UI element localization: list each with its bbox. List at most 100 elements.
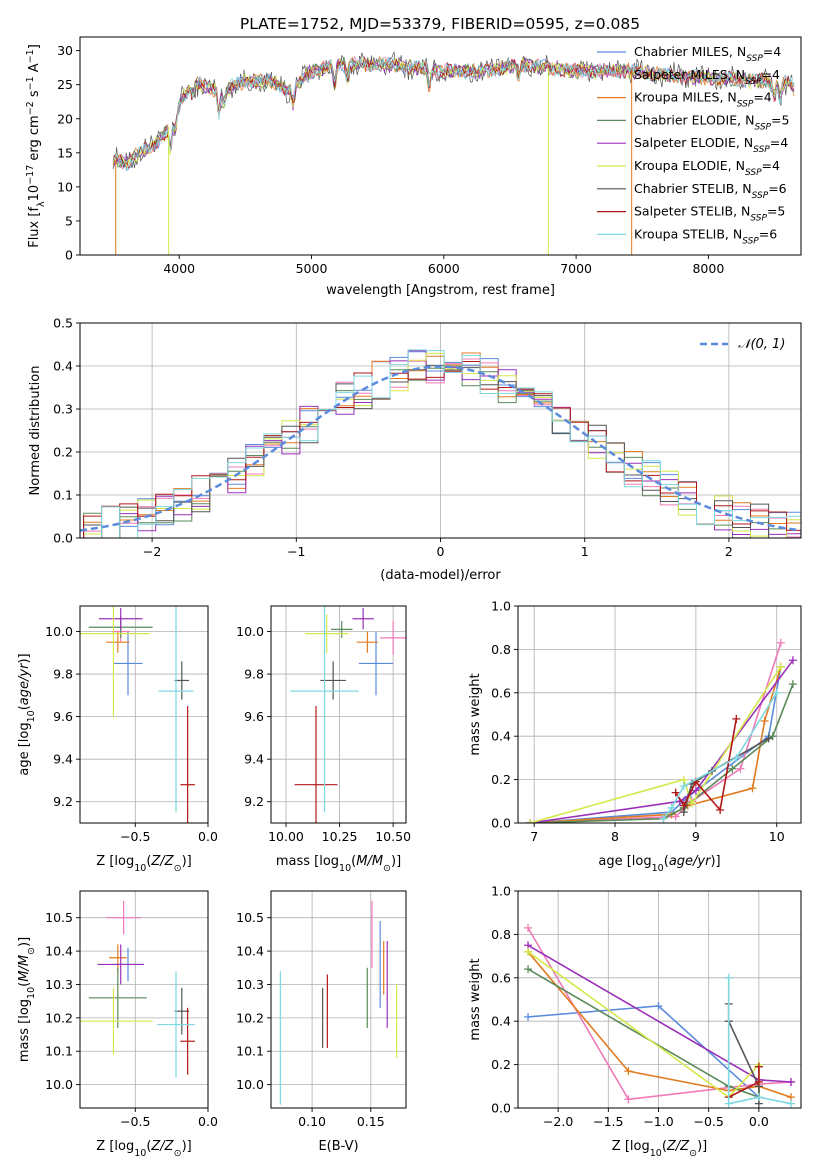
histogram-salpeter_elodie xyxy=(80,350,801,538)
weight-marker-salpeter_elodie xyxy=(788,656,797,665)
y-tick-label: 9.2 xyxy=(53,794,73,809)
y-axis-label: mass [log10(M/M⊙)] xyxy=(17,937,37,1062)
weight-marker-kroupa_miles xyxy=(624,1067,633,1076)
y-tick-label: 10.0 xyxy=(45,1077,73,1092)
legend-label: Chabrier STELIB, NSSP=6 xyxy=(634,181,787,201)
y-tick-label: 0.6 xyxy=(491,685,511,700)
x-tick-label: 0.15 xyxy=(357,1114,385,1129)
weight-line-kroupa_stelib xyxy=(727,977,792,1105)
x-axis-label: Z [log10(Z/Z⊙)] xyxy=(612,1139,707,1159)
legend-label: Kroupa ELODIE, NSSP=4 xyxy=(634,158,780,178)
y-tick-label: 0.5 xyxy=(53,316,73,331)
y-tick-label: 0.4 xyxy=(53,359,73,374)
axes-age_vs_mass: 10.00 10.25 10.50 9.2 9.4 9.6 9.8 10.0 mass [log… xyxy=(236,605,411,874)
spectrum-line-kroupa_stelib xyxy=(112,57,795,173)
y-tick-label: 10 xyxy=(57,179,73,194)
normal-curve xyxy=(80,365,801,532)
y-tick-label: 10.1 xyxy=(236,1044,264,1059)
y-tick-label: 1.0 xyxy=(491,599,511,614)
weight-marker-kroupa_stelib xyxy=(754,1093,763,1102)
weight-line-chabrier_miles xyxy=(530,666,782,823)
y-tick-label: 9.4 xyxy=(244,752,264,767)
y-axis-label: Normed distribution xyxy=(28,366,43,496)
y-tick-label: 25 xyxy=(57,77,73,92)
x-axis-label: Z [log10(Z/Z⊙)] xyxy=(96,854,191,874)
x-tick-label: 0 xyxy=(437,544,445,559)
weight-marker-chabrier_elodie xyxy=(768,732,777,741)
axes-spectrum: 4000 5000 6000 7000 8000 0 5 10 15 20 25 30 waveleng… xyxy=(25,36,802,298)
x-tick-label: 0.0 xyxy=(198,1114,218,1129)
x-tick-label: −0.5 xyxy=(120,1114,150,1129)
weight-marker-salpeter_miles xyxy=(524,923,533,932)
weight-marker-salpeter_stelib xyxy=(679,801,688,810)
weight-marker-kroupa_elodie xyxy=(687,799,696,808)
x-tick-label: −1.5 xyxy=(593,1114,623,1129)
plot-area xyxy=(80,606,195,823)
y-tick-label: 10.0 xyxy=(45,624,73,639)
x-tick-label: 0.0 xyxy=(749,1114,769,1129)
y-tick-label: 0.4 xyxy=(491,1014,511,1029)
plot-area xyxy=(112,51,795,255)
weight-marker-kroupa_elodie xyxy=(526,819,535,823)
axes-residuals: −2 −1 0 1 2 0.0 0.1 0.2 0.3 0.4 0.5 𝒩(0, 1) (data-mo… xyxy=(28,316,802,583)
spectrum-line-salpeter_stelib xyxy=(112,57,795,169)
weight-marker-kroupa_stelib xyxy=(732,753,741,762)
weight-marker-kroupa_elodie xyxy=(776,662,785,671)
axes-frame xyxy=(79,36,802,256)
weight-marker-kroupa_stelib xyxy=(772,688,781,697)
plot-area xyxy=(279,901,398,1105)
y-tick-label: 10.1 xyxy=(45,1044,73,1059)
y-tick-label: 0 xyxy=(65,248,73,263)
x-axis-label: wavelength [Angstrom, rest frame] xyxy=(326,283,555,298)
y-tick-label: 5 xyxy=(65,213,73,228)
axes-frame xyxy=(79,890,209,1109)
y-tick-label: 10.2 xyxy=(45,1010,73,1025)
y-tick-label: 30 xyxy=(57,43,73,58)
plot-area xyxy=(524,923,795,1108)
y-tick-label: 0.4 xyxy=(491,729,511,744)
y-tick-label: 10.4 xyxy=(45,944,73,959)
histogram-salpeter_stelib xyxy=(80,361,801,538)
y-tick-label: 10.5 xyxy=(236,910,264,925)
x-tick-label: 5000 xyxy=(296,261,328,276)
x-tick-label: 6000 xyxy=(428,261,460,276)
figure-title: PLATE=1752, MJD=53379, FIBERID=0595, z=0… xyxy=(240,15,640,33)
x-axis-label: mass [log10(M/M⊙)] xyxy=(276,854,401,874)
x-tick-label: 4000 xyxy=(163,261,195,276)
plot-area xyxy=(526,638,797,823)
y-tick-label: 9.6 xyxy=(244,709,264,724)
legend-label: Salpeter STELIB, NSSP=5 xyxy=(634,204,785,224)
y-tick-label: 9.6 xyxy=(53,709,73,724)
y-tick-label: 10.3 xyxy=(236,977,264,992)
plot-area xyxy=(80,901,195,1078)
y-tick-label: 0.8 xyxy=(491,642,511,657)
y-axis-label: mass weight xyxy=(468,673,483,755)
weight-marker-salpeter_miles xyxy=(776,638,785,647)
weight-marker-kroupa_miles xyxy=(748,784,757,793)
weight-line-kroupa_miles xyxy=(530,666,782,823)
weight-line-salpeter_miles xyxy=(527,927,792,1101)
y-tick-label: 0.0 xyxy=(491,816,511,831)
x-tick-label: 8 xyxy=(611,829,619,844)
weight-marker-salpeter_stelib xyxy=(732,714,741,723)
weight-marker-salpeter_stelib xyxy=(754,1077,763,1086)
weight-marker-salpeter_stelib xyxy=(671,788,680,797)
y-tick-label: 10.4 xyxy=(236,944,264,959)
weight-marker-kroupa_elodie xyxy=(524,947,533,956)
axes-weight_vs_age: 7 8 9 10 0.0 0.2 0.4 0.6 0.8 1.0 age [log10(age/yr… xyxy=(468,599,802,874)
y-tick-label: 0.2 xyxy=(491,1057,511,1072)
axes-mass_vs_Z: −0.5 0.0 10.0 10.1 10.2 10.3 10.4 10.5 Z [log10(… xyxy=(17,890,218,1159)
x-tick-label: −2.0 xyxy=(543,1114,573,1129)
y-tick-label: 10.0 xyxy=(236,624,264,639)
histogram-kroupa_miles xyxy=(80,352,801,538)
y-tick-label: 9.8 xyxy=(53,667,73,682)
x-tick-label: −2 xyxy=(143,544,161,559)
legend-label: 𝒩(0, 1) xyxy=(738,337,785,352)
weight-marker-salpeter_stelib xyxy=(716,805,725,814)
weight-marker-chabrier_stelib xyxy=(764,734,773,743)
legend-label: Salpeter ELODIE, NSSP=4 xyxy=(634,135,788,155)
weight-marker-chabrier_miles xyxy=(654,1002,663,1011)
x-tick-label: 10.50 xyxy=(375,829,411,844)
weight-marker-chabrier_elodie xyxy=(728,764,737,773)
weight-marker-kroupa_miles xyxy=(760,717,769,726)
